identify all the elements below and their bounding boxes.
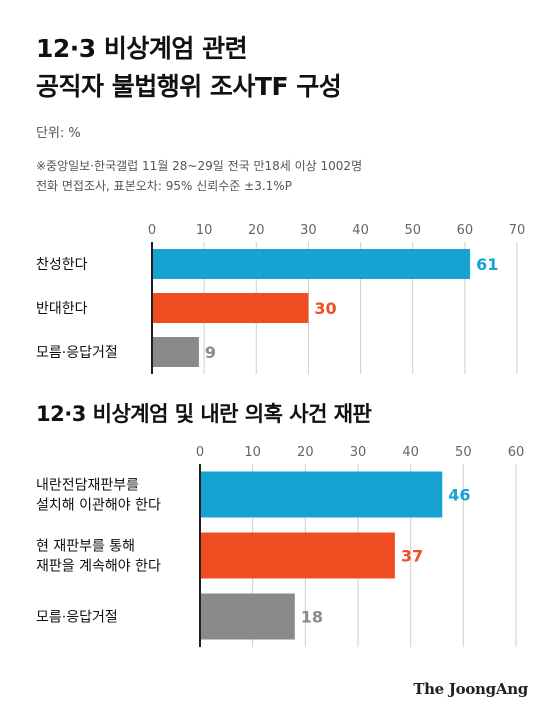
bar-value-label: 18 xyxy=(301,608,323,627)
survey-source-note: ※중앙일보·한국갤럽 11월 28~29일 전국 만18세 이상 1002명 전… xyxy=(36,159,363,193)
bar-3 xyxy=(201,593,295,640)
bar-2 xyxy=(153,293,309,323)
category-label: 반대한다 xyxy=(36,301,88,317)
bar-value-label: 46 xyxy=(448,486,470,505)
bar-1 xyxy=(201,471,443,518)
x-tick-label: 10 xyxy=(196,223,213,238)
x-tick-label: 40 xyxy=(352,223,369,238)
x-tick-label: 20 xyxy=(297,445,314,460)
x-tick-label: 30 xyxy=(300,223,317,238)
x-tick-label: 60 xyxy=(508,445,525,460)
x-tick-label: 0 xyxy=(196,445,204,460)
bar-1 xyxy=(153,249,471,279)
x-tick-label: 10 xyxy=(244,445,261,460)
unit-label: 단위: % xyxy=(36,126,81,141)
chart-1-title: 12·3 비상계엄 관련 공직자 불법행위 조사TF 구성 xyxy=(36,34,342,101)
bar-value-label: 37 xyxy=(401,547,423,566)
bar-2 xyxy=(201,532,395,579)
bar-value-label: 61 xyxy=(476,255,498,274)
x-tick-label: 60 xyxy=(457,223,474,238)
chart-2-title: 12·3 비상계엄 및 내란 의혹 사건 재판 xyxy=(36,402,372,426)
category-label: 모름·응답거절 xyxy=(36,345,118,361)
bar-3 xyxy=(153,337,199,367)
category-label: 내란전담재판부를 설치해 이관해야 한다 xyxy=(36,478,161,514)
x-tick-label: 20 xyxy=(248,223,265,238)
x-tick-label: 50 xyxy=(404,223,421,238)
bar-value-label: 30 xyxy=(314,299,336,318)
bar-value-label: 9 xyxy=(205,343,216,362)
support-tf-bar-chart: 0 10 20 30 40 50 60 70 61 찬성한다 30 반대한다 9 모름·응답거절 xyxy=(36,223,526,374)
brand-logo: The JoongAng xyxy=(413,680,528,698)
x-tick-label: 30 xyxy=(350,445,367,460)
x-tick-label: 50 xyxy=(455,445,472,460)
x-tick-label: 70 xyxy=(509,223,526,238)
category-label: 모름·응답거절 xyxy=(36,610,118,626)
trial-court-bar-chart: 0 10 20 30 40 50 60 46 내란전담재판부를 설치해 이관해야 한다 37 현 재판… xyxy=(36,445,525,647)
category-label: 찬성한다 xyxy=(36,257,88,273)
x-tick-label: 0 xyxy=(148,223,156,238)
category-label: 현 재판부를 통해 재판을 계속해야 한다 xyxy=(36,539,161,575)
x-tick-label: 40 xyxy=(402,445,419,460)
